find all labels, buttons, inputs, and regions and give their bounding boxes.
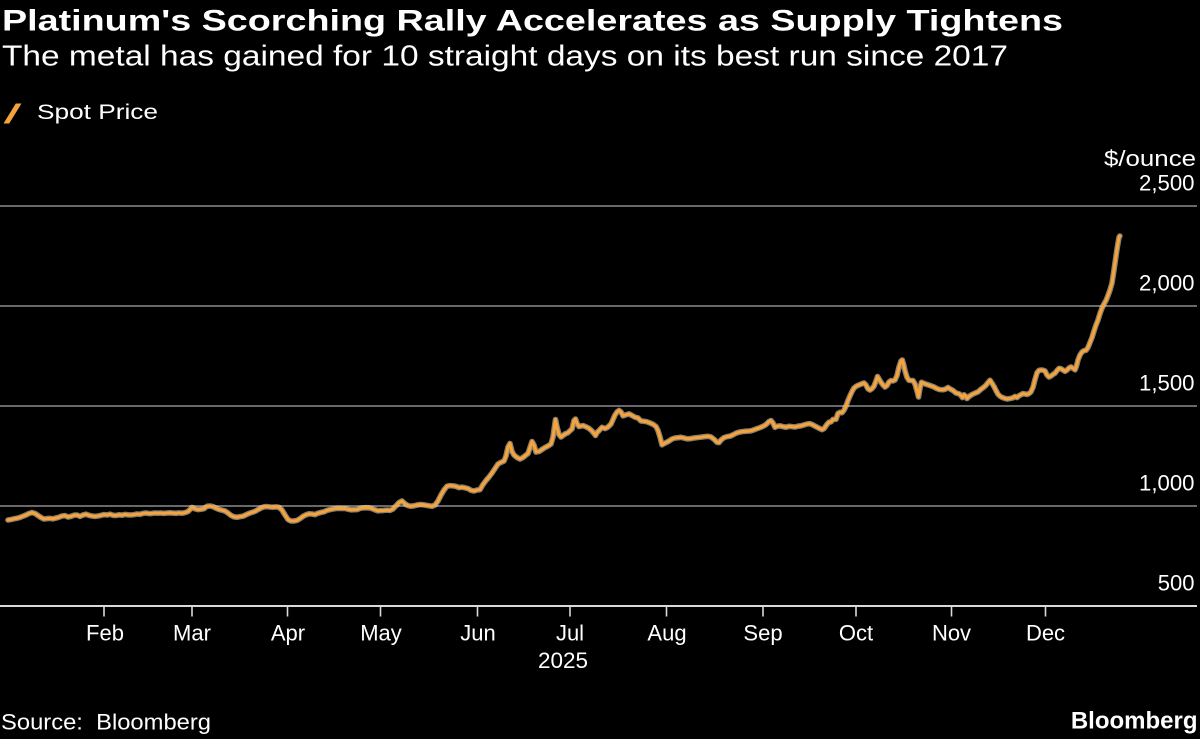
svg-text:500: 500 xyxy=(1158,571,1195,596)
svg-text:Feb: Feb xyxy=(86,621,124,646)
svg-text:1,500: 1,500 xyxy=(1139,371,1195,396)
svg-text:Apr: Apr xyxy=(271,621,305,646)
svg-text:Jul: Jul xyxy=(556,621,584,646)
svg-text:Dec: Dec xyxy=(1026,621,1065,646)
svg-text:Mar: Mar xyxy=(173,621,211,646)
svg-text:$/ounce: $/ounce xyxy=(1104,146,1196,171)
svg-text:The metal has gained for 10 st: The metal has gained for 10 straight day… xyxy=(2,40,1008,72)
svg-text:2,000: 2,000 xyxy=(1139,271,1195,296)
svg-text:Bloomberg: Bloomberg xyxy=(1071,708,1198,735)
svg-text:1,000: 1,000 xyxy=(1139,471,1195,496)
svg-text:Aug: Aug xyxy=(647,621,686,646)
svg-text:Spot Price: Spot Price xyxy=(37,101,158,124)
svg-text:2,500: 2,500 xyxy=(1139,171,1195,196)
svg-text:Nov: Nov xyxy=(932,621,971,646)
svg-text:2025: 2025 xyxy=(538,648,588,673)
svg-text:Sep: Sep xyxy=(743,621,782,646)
svg-text:Source: Bloomberg: Source: Bloomberg xyxy=(1,710,211,735)
svg-text:Jun: Jun xyxy=(460,621,495,646)
svg-text:May: May xyxy=(360,621,402,646)
svg-text:Platinum's Scorching Rally Acc: Platinum's Scorching Rally Accelerates a… xyxy=(2,5,1063,38)
svg-text:Oct: Oct xyxy=(839,621,873,646)
